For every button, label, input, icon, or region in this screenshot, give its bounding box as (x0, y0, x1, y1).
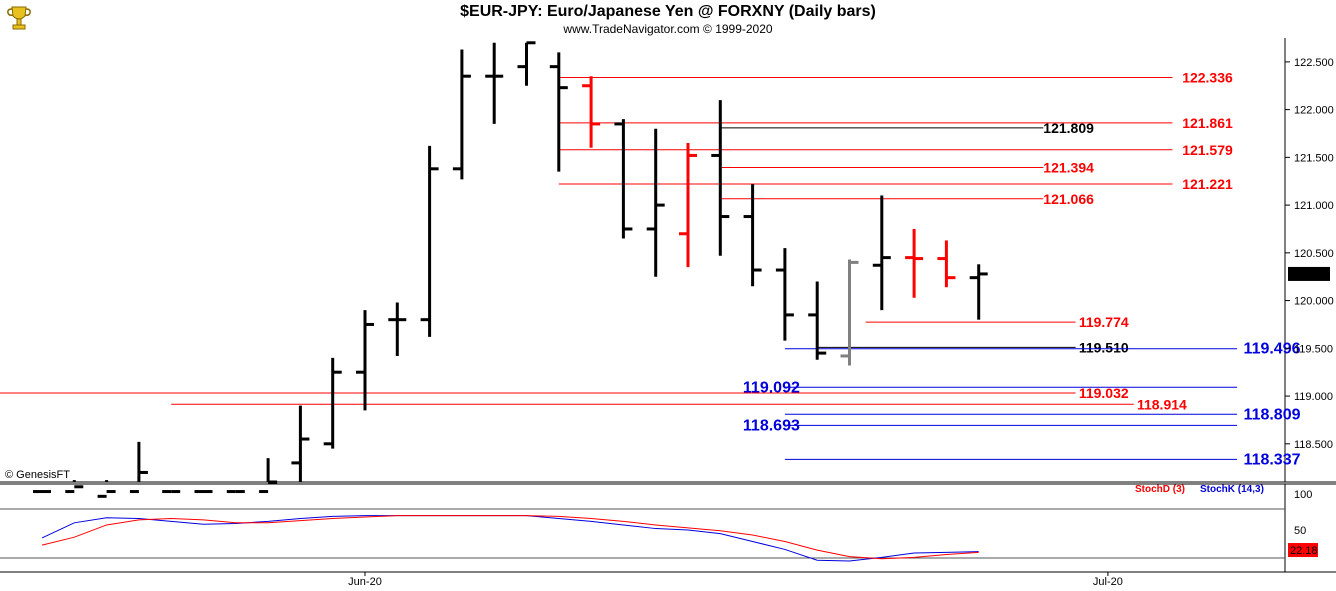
ohlc-bar (33, 490, 51, 494)
stochastic-panel: 100 50 StochD (3) StochK (14,3) (41, 484, 1312, 562)
price-axis: 122.500 122.000 121.500 121.000 120.500 120.0… (1285, 57, 1334, 451)
y-tick-label: 118.500 (1294, 439, 1333, 451)
level-label: 121.809 (1043, 120, 1094, 136)
ohlc-bar (356, 310, 374, 411)
x-tick-label: Jul-20 (1093, 576, 1123, 588)
stoch-series-line (41, 515, 979, 560)
level-label: 118.809 (1244, 406, 1301, 423)
ohlc-bar (905, 228, 924, 298)
ohlc-bar (840, 259, 859, 366)
y-tick-label: 121.000 (1294, 200, 1334, 212)
ohlc-bar (323, 357, 342, 449)
level-label: 119.092 (743, 379, 800, 396)
current-price-label: 120.279 (1290, 269, 1330, 281)
level-label: 121.221 (1182, 176, 1233, 192)
level-label: 118.914 (1137, 396, 1187, 412)
current-value-markers: 120.279 22.18 (1288, 266, 1330, 558)
y-tick-label: 121.500 (1294, 152, 1334, 164)
ohlc-bar (162, 490, 181, 494)
y-tick-label: 119.500 (1294, 343, 1333, 355)
watermark: © GenesisFT (5, 469, 70, 481)
trophy-icon (7, 6, 31, 30)
ohlc-bar (65, 480, 84, 494)
ohlc-bar (129, 441, 148, 494)
osc-y-tick-label: 50 (1294, 525, 1306, 537)
level-label: 119.510 (1079, 339, 1129, 355)
ohlc-bar (194, 490, 213, 494)
ohlc-bar (937, 240, 956, 288)
ohlc-bar (711, 100, 730, 256)
y-tick-label: 122.500 (1294, 57, 1334, 69)
ohlc-bar (97, 480, 116, 498)
level-label: 118.337 (1244, 451, 1301, 468)
ohlc-bar (259, 458, 278, 494)
ohlc-bar (226, 490, 245, 494)
y-tick-label: 120.000 (1294, 296, 1334, 308)
level-label: 119.496 (1244, 341, 1301, 358)
current-stoch-label: 22.18 (1290, 545, 1318, 557)
ohlc-bar (646, 128, 665, 277)
current-price-box (1288, 266, 1330, 281)
ohlc-bar (517, 41, 536, 86)
time-axis: Jun-20 Jul-20 (348, 572, 1123, 588)
ohlc-bar (808, 281, 827, 360)
chart-title: $EUR-JPY: Euro/Japanese Yen @ FORXNY (Da… (460, 3, 876, 20)
chart-header: $EUR-JPY: Euro/Japanese Yen @ FORXNY (Da… (0, 0, 1336, 40)
level-label: 121.861 (1182, 115, 1233, 131)
ohlc-bar (485, 42, 504, 124)
legend-entry: StochD (3) (1135, 484, 1185, 495)
ohlc-bar (549, 52, 568, 172)
y-tick-label: 119.000 (1294, 391, 1333, 403)
level-label: 118.693 (743, 417, 800, 434)
ohlc-bar (743, 184, 762, 287)
price-bars (33, 41, 988, 498)
level-label: 119.774 (1079, 314, 1129, 330)
ohlc-bar (420, 145, 439, 337)
ohlc-bar (872, 195, 891, 311)
level-label: 121.394 (1043, 159, 1094, 175)
osc-y-tick-label: 100 (1294, 489, 1312, 501)
ohlc-bar (388, 302, 407, 356)
legend-entry: StochK (14,3) (1200, 484, 1264, 495)
level-label: 121.066 (1043, 191, 1094, 207)
ohlc-bar (775, 248, 794, 341)
level-lines: 122.336 121.861 121.809 121.579 121.394 121.2… (0, 70, 1301, 468)
ohlc-bar (582, 76, 601, 148)
chart-subtitle: www.TradeNavigator.com © 1999-2020 (563, 22, 773, 36)
ohlc-bar (614, 119, 633, 239)
ohlc-bar (452, 49, 471, 180)
x-tick-label: Jun-20 (348, 576, 382, 588)
level-label: 119.032 (1079, 385, 1129, 401)
y-tick-label: 120.500 (1294, 248, 1334, 260)
level-label: 122.336 (1182, 70, 1233, 86)
level-label: 121.579 (1182, 142, 1233, 158)
y-tick-label: 122.000 (1294, 105, 1334, 117)
ohlc-bar (969, 264, 988, 320)
ohlc-bar (291, 405, 310, 482)
ohlc-bar (679, 143, 697, 268)
current-stoch-box (1288, 543, 1318, 558)
